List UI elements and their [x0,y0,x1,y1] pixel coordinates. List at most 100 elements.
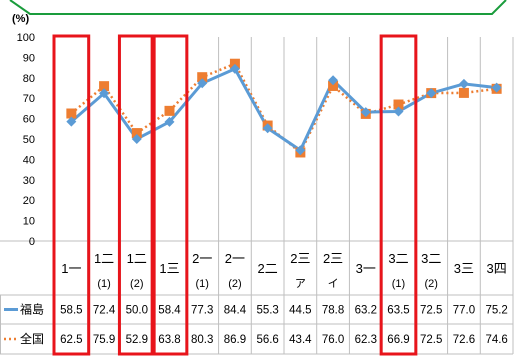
x-tick-sublabel: (2) [424,278,437,290]
data-point-fukushima [491,82,502,93]
table-value: 55.3 [256,305,278,317]
data-point-fukushima [131,134,142,144]
y-tick-label: 50 [23,134,35,146]
highlight-box [150,34,189,356]
data-point-fukushima [99,88,110,99]
table-value: 62.5 [60,334,82,346]
data-point-fukushima [295,145,306,156]
table-value: 72.5 [420,305,442,317]
table-value: 66.9 [387,334,409,346]
data-point-fukushima [164,116,175,127]
data-point-fukushima [229,63,240,74]
x-tick-label: 3四 [487,261,507,276]
x-tick-sublabel: (2) [228,278,241,290]
table-value: 43.4 [289,334,312,346]
data-point-fukushima [458,78,469,89]
data-point-national [164,105,175,116]
y-tick-label: 40 [23,154,35,166]
table-value: 63.8 [158,334,180,346]
x-tick-label: 1一 [61,261,81,276]
table-value: 72.6 [453,334,475,346]
table-value: 77.0 [453,305,475,317]
x-tick-label: 3二 [388,251,408,266]
data-table: 福島 58.5 72.4 50.0 58.4 77.3 84.4 55.3 44.5 78.8 63… [0,294,513,355]
data-point-fukushima [393,106,404,117]
x-tick-label: 2三 [290,251,310,266]
table-value: 78.8 [322,305,344,317]
data-point-national [131,128,142,139]
table-value: 74.6 [485,334,507,346]
x-tick-label: 2三 [323,251,343,266]
y-axis-unit-label: (%) [12,13,29,25]
table-value: 56.6 [256,334,278,346]
table-value: 50.0 [126,305,148,317]
header-box-border [9,0,507,15]
series-layer [66,58,502,158]
y-tick-label: 80 [23,73,35,85]
table-value: 63.2 [355,305,377,317]
table-value: 86.9 [224,334,246,346]
table-value: 76.0 [322,334,344,346]
y-tick-label: 60 [23,114,35,126]
y-tick-label: 30 [23,175,35,187]
data-point-national [328,80,339,91]
legend-label: 全国 [20,331,44,346]
x-tick-sublabel: (1) [97,278,110,290]
x-tick-label: 2一 [225,251,245,266]
table-value: 77.3 [191,305,213,317]
data-point-national [197,72,208,83]
table-value: 52.9 [126,334,148,346]
table-value: 75.2 [485,305,507,317]
table-value: 58.4 [158,305,181,317]
table-value: 72.4 [93,305,116,317]
x-tick-label: 3三 [454,261,474,276]
table-value: 80.3 [191,334,213,346]
x-tick-sublabel: (2) [130,278,143,290]
y-tick-label: 20 [23,195,35,207]
y-axis-ticks: 0 10 20 30 40 50 60 70 80 90 100 [17,32,35,248]
x-tick-sublabel: (1) [195,278,208,290]
x-tick-sublabel: ア [295,278,306,290]
series-line-national [70,62,497,155]
table-value: 75.9 [93,334,115,346]
highlight-box [117,34,156,356]
series-line-fukushima [70,66,497,153]
data-point-national [99,81,110,92]
x-tick-label: 2二 [258,261,278,276]
data-point-fukushima [426,88,437,99]
x-tick-label: 1二 [94,251,114,266]
highlight-boxes [52,34,418,356]
x-tick-sublabel: イ [328,278,339,290]
x-tick-label: 2一 [192,251,212,266]
highlight-box [379,34,418,356]
data-point-fukushima [360,107,371,118]
table-value: 63.5 [387,305,409,317]
y-tick-label: 90 [23,52,35,64]
x-tick-label: 3二 [421,251,441,266]
x-tick-label: 1三 [159,261,179,276]
table-value: 58.5 [60,305,82,317]
x-tick-label: 3一 [356,261,376,276]
data-point-national [393,99,404,110]
y-tick-label: 10 [23,216,35,228]
y-tick-label: 70 [23,93,35,105]
data-point-national [458,87,469,98]
table-value: 62.3 [355,334,377,346]
y-tick-label: 0 [29,236,35,248]
data-point-national [66,108,77,119]
table-value: 44.5 [289,305,311,317]
data-point-fukushima [66,116,77,127]
data-point-fukushima [197,78,208,89]
data-point-fukushima [262,123,273,134]
category-labels: 1一 1二 (1) 1二 (2) 1三 2一 (1) 2一 (2) 2二 2三ア 2三イ 3一 3二 (1) 3… [61,251,507,290]
data-point-national [229,58,240,69]
x-tick-label: 1二 [127,251,147,266]
data-point-fukushima [328,75,339,86]
table-value: 72.5 [420,334,442,346]
x-tick-sublabel: (1) [392,278,405,290]
highlight-box [52,34,91,356]
legend-label: 福島 [20,302,44,317]
y-tick-label: 100 [17,32,35,44]
table-value: 84.4 [224,305,247,317]
